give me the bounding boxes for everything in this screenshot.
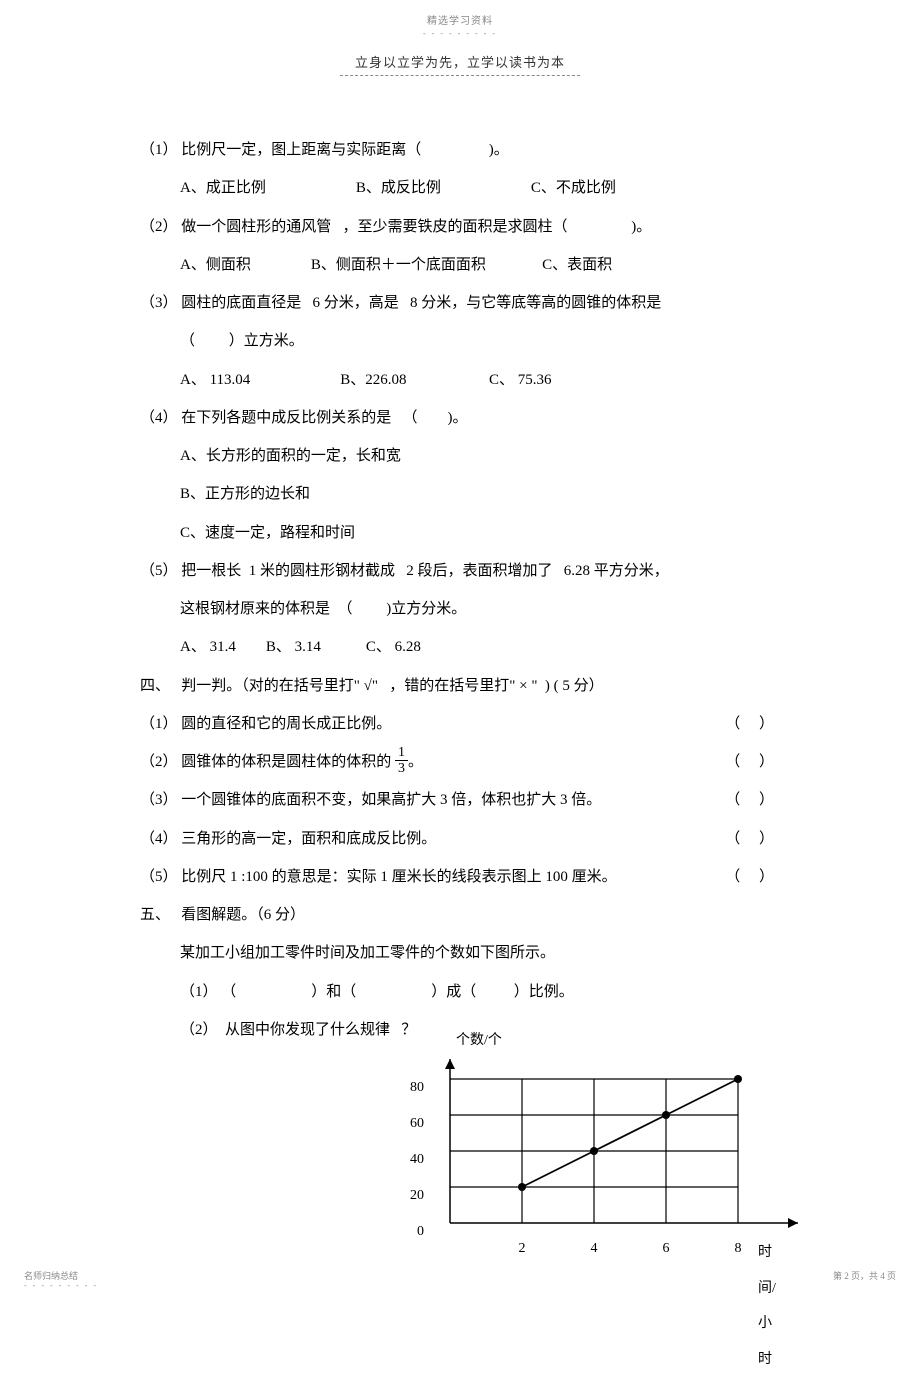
q1-stem: （1） 比例尺一定，图上距离与实际距离（ )。 <box>140 131 780 169</box>
q4-optA: A、长方形的面积的一定，长和宽 <box>140 437 780 475</box>
q1-options: A、成正比例 B、成反比例 C、不成比例 <box>140 169 780 207</box>
q5-stem2: 这根钢材原来的体积是 （ )立方分米。 <box>140 590 780 628</box>
j2a: （2） 圆锥体的体积是圆柱体的体积的 <box>140 754 395 770</box>
q3-stem1: （3） 圆柱的底面直径是 6 分米，高是 8 分米，与它等底等高的圆锥的体积是 <box>140 284 780 322</box>
q5-options: A、 31.4 B、 3.14 C、 6.28 <box>140 628 780 666</box>
j5-text: （5） 比例尺 1 :100 的意思是：实际 1 厘米长的线段表示图上 100 … <box>140 858 725 896</box>
q2-optA: A、侧面积 <box>180 257 251 273</box>
q1-optB: B、成反比例 <box>356 180 441 196</box>
q5-stem1: （5） 把一根长 1 米的圆柱形钢材截成 2 段后，表面积增加了 6.28 平方… <box>140 552 780 590</box>
q5-optC: C、 6.28 <box>366 639 421 655</box>
q5-optA: A、 31.4 <box>180 639 236 655</box>
x-tick: 6 <box>656 1231 676 1267</box>
j3-text: （3） 一个圆锥体的底面积不变，如果高扩大 3 倍，体积也扩大 3 倍。 <box>140 781 725 819</box>
judge-3: （3） 一个圆锥体的底面积不变，如果高扩大 3 倍，体积也扩大 3 倍。（ ） <box>140 781 780 819</box>
y-tick: 0 <box>394 1214 424 1250</box>
x-tick: 4 <box>584 1231 604 1267</box>
j4-paren: （ ） <box>725 820 780 858</box>
q3-optA: A、 113.04 <box>180 372 250 388</box>
footer-left-dash: - - - - - - - - - <box>24 1281 98 1290</box>
j2-paren: （ ） <box>725 743 780 781</box>
j3-paren: （ ） <box>725 781 780 819</box>
section5-title: 五、 看图解题。（6 分） <box>140 896 780 934</box>
judge-2: （2） 圆锥体的体积是圆柱体的体积的 13。（ ） <box>140 743 780 781</box>
frac-den: 3 <box>395 761 408 776</box>
j5-paren: （ ） <box>725 858 780 896</box>
j2b: 。 <box>408 754 423 770</box>
document-body: （1） 比例尺一定，图上距离与实际距离（ )。 A、成正比例 B、成反比例 C、… <box>0 76 920 1293</box>
fraction-icon: 13 <box>395 745 408 777</box>
j1-paren: （ ） <box>725 705 780 743</box>
footer-right: 第 2 页，共 4 页 <box>833 1269 896 1282</box>
chart-svg <box>430 1043 830 1273</box>
judge-1: （1） 圆的直径和它的周长成正比例。（ ） <box>140 705 780 743</box>
q2-optB: B、侧面积＋一个底面面积 <box>311 257 486 273</box>
judge-4: （4） 三角形的高一定，面积和底成反比例。（ ） <box>140 820 780 858</box>
dashed-line: - - - - - - - - - <box>0 29 920 38</box>
y-tick: 40 <box>394 1142 424 1178</box>
q2-optC: C、表面积 <box>542 257 612 273</box>
q1-optA: A、成正比例 <box>180 180 266 196</box>
q2-options: A、侧面积 B、侧面积＋一个底面面积 C、表面积 <box>140 246 780 284</box>
q3-optB: B、226.08 <box>340 372 406 388</box>
q1-optC: C、不成比例 <box>531 180 616 196</box>
header-sub: 立身以立学为先，立学以读书为本 <box>0 52 920 71</box>
section5-desc: 某加工小组加工零件时间及加工零件的个数如下图所示。 <box>140 934 780 972</box>
section5-sub1: （1） （ ）和（ ）成（ ）比例。 <box>140 973 780 1011</box>
section5-sub2: （2） 从图中你发现了什么规律 ？ <box>140 1011 416 1049</box>
judge-5: （5） 比例尺 1 :100 的意思是：实际 1 厘米长的线段表示图上 100 … <box>140 858 780 896</box>
q3-optC: C、 75.36 <box>489 372 552 388</box>
section4-title: 四、 判一判。（对的在括号里打" √" ，错的在括号里打" × " ) ( 5 … <box>140 667 780 705</box>
y-tick: 80 <box>394 1070 424 1106</box>
y-tick: 20 <box>394 1178 424 1214</box>
x-tick: 8 <box>728 1231 748 1267</box>
q4-optC: C、速度一定，路程和时间 <box>140 514 780 552</box>
j4-text: （4） 三角形的高一定，面积和底成反比例。 <box>140 820 725 858</box>
frac-num: 1 <box>395 745 408 761</box>
q2-stem: （2） 做一个圆柱形的通风管 ，至少需要铁皮的面积是求圆柱（ )。 <box>140 208 780 246</box>
y-tick: 60 <box>394 1106 424 1142</box>
j2-text: （2） 圆锥体的体积是圆柱体的体积的 13。 <box>140 743 725 781</box>
q4-stem: （4） 在下列各题中成反比例关系的是 （ )。 <box>140 399 780 437</box>
q5-optB: B、 3.14 <box>266 639 321 655</box>
q4-optB: B、正方形的边长和 <box>140 475 780 513</box>
x-tick: 2 <box>512 1231 532 1267</box>
j1-text: （1） 圆的直径和它的周长成正比例。 <box>140 705 725 743</box>
header-top: 精选学习资料 <box>0 0 920 27</box>
line-chart: 个数/个 时间/小时 020406080 2468 <box>410 1043 780 1293</box>
q3-stem2: （ ）立方米。 <box>140 322 780 360</box>
q3-options: A、 113.04 B、226.08 C、 75.36 <box>140 361 780 399</box>
